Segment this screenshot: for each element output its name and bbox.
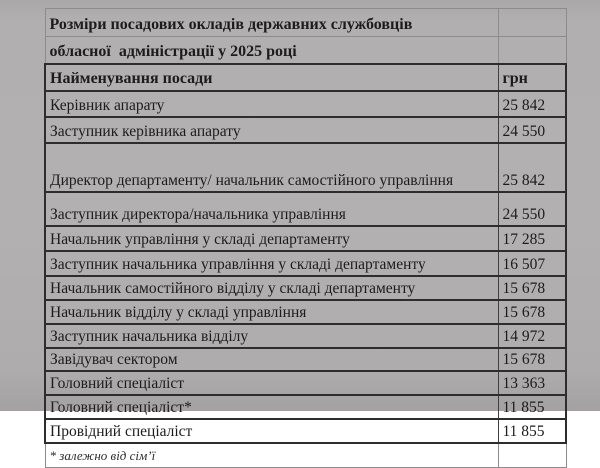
position-cell: Головний спеціаліст bbox=[44, 370, 499, 396]
table-row: Заступник директора/начальника управлінн… bbox=[44, 191, 567, 227]
position-cell: Заступник керівника апарату bbox=[44, 116, 499, 144]
position-cell: Начальник відділу у складі управління bbox=[44, 299, 499, 325]
amount-cell: 11 855 bbox=[498, 394, 567, 420]
position-cell: Провідний спеціаліст bbox=[44, 418, 499, 444]
amount-cell: 14 972 bbox=[498, 323, 567, 349]
position-cell: Головний спеціаліст* bbox=[44, 394, 499, 420]
table-row: Начальник відділу у складі управління 15… bbox=[44, 299, 567, 325]
position-cell: Директор департаменту/ начальник самості… bbox=[44, 142, 499, 193]
table-title-line-1: Розміри посадових окладів державних служ… bbox=[44, 8, 499, 37]
footnote-text: * залежно від сім’ї bbox=[44, 442, 499, 468]
position-cell: Керівник апарату bbox=[44, 90, 499, 118]
table-title-row-1: Розміри посадових окладів державних служ… bbox=[44, 8, 567, 37]
salary-table: Розміри посадових окладів державних служ… bbox=[44, 8, 567, 468]
footnote-empty-cell bbox=[497, 442, 567, 468]
amount-cell: 15 678 bbox=[498, 299, 567, 325]
table-row: Завідувач сектором 15 678 bbox=[44, 347, 567, 372]
position-cell: Завідувач сектором bbox=[44, 347, 499, 372]
amount-cell: 24 550 bbox=[498, 116, 567, 144]
table-row: Заступник керівника апарату 24 550 bbox=[44, 116, 567, 144]
table-header-row: Найменування посади грн bbox=[44, 63, 567, 92]
table-row: Начальник управління у складі департамен… bbox=[44, 225, 567, 252]
table-row: Заступник начальника управління у складі… bbox=[44, 250, 567, 277]
title-empty-cell bbox=[497, 36, 567, 65]
table-footnote-row: * залежно від сім’ї bbox=[44, 442, 567, 468]
amount-cell: 11 855 bbox=[498, 418, 567, 444]
amount-cell: 25 842 bbox=[498, 90, 567, 118]
position-cell: Заступник начальника відділу bbox=[44, 323, 499, 349]
amount-cell: 15 678 bbox=[498, 275, 567, 301]
position-cell: Начальник самостійного відділу у складі … bbox=[44, 275, 499, 301]
table-title-row-2: обласної адміністрації у 2025 році bbox=[44, 36, 567, 65]
amount-cell: 13 363 bbox=[498, 370, 567, 396]
amount-cell: 24 550 bbox=[498, 191, 567, 227]
table-row: Головний спеціаліст 13 363 bbox=[44, 370, 567, 396]
amount-cell: 25 842 bbox=[498, 142, 567, 193]
title-empty-cell bbox=[497, 8, 567, 37]
amount-cell: 15 678 bbox=[498, 347, 567, 372]
table-row: Начальник самостійного відділу у складі … bbox=[44, 275, 567, 301]
table-row: Провідний спеціаліст 11 855 bbox=[44, 418, 567, 444]
table-title-line-2: обласної адміністрації у 2025 році bbox=[44, 36, 499, 65]
column-header-amount: грн bbox=[498, 63, 567, 92]
position-cell: Заступник начальника управління у складі… bbox=[44, 250, 499, 277]
table-row: Головний спеціаліст* 11 855 bbox=[44, 394, 567, 420]
table-row: Директор департаменту/ начальник самості… bbox=[44, 142, 567, 193]
table-row: Заступник начальника відділу 14 972 bbox=[44, 323, 567, 349]
amount-cell: 17 285 bbox=[498, 225, 567, 252]
position-cell: Заступник директора/начальника управлінн… bbox=[44, 191, 499, 227]
table-row: Керівник апарату 25 842 bbox=[44, 90, 567, 118]
position-cell: Начальник управління у складі департамен… bbox=[44, 225, 499, 252]
amount-cell: 16 507 bbox=[498, 250, 567, 277]
column-header-position: Найменування посади bbox=[44, 63, 499, 92]
